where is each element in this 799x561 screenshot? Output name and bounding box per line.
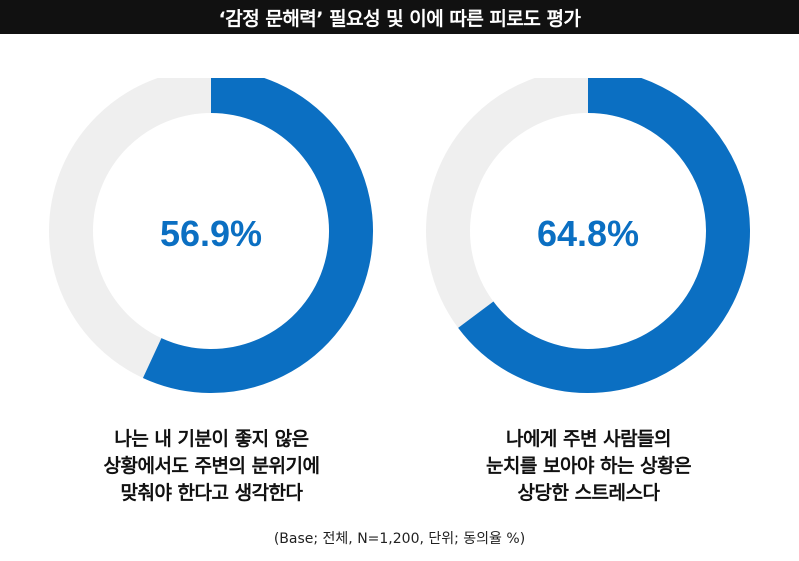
donut-caption-1: 나는 내 기분이 좋지 않은 상황에서도 주변의 분위기에 맞춰야 한다고 생각… [12,426,411,507]
caption-line: 나는 내 기분이 좋지 않은 [114,428,309,450]
donut-value-arc-2 [458,78,750,393]
donut-caption-2: 나에게 주변 사람들의 눈치를 보아야 하는 상황은 상당한 스트레스다 [389,426,788,507]
caption-line: 맞춰야 한다고 생각한다 [120,482,303,504]
donut-chart-2: 64.8% 나에게 주변 사람들의 눈치를 보아야 하는 상황은 상당한 스트레… [389,68,788,504]
donut-svg-1: 56.9% [49,78,373,393]
caption-line: 상황에서도 주변의 분위기에 [103,455,321,477]
donut-value-arc-1 [142,78,373,393]
caption-line: 나에게 주변 사람들의 [505,428,672,450]
donut-svg-2: 64.8% [426,78,750,393]
caption-line: 눈치를 보아야 하는 상황은 [485,455,692,477]
chart-title: ‘감정 문해력’ 필요성 및 이에 따른 피로도 평가 [0,0,799,34]
caption-line: 상당한 스트레스다 [517,482,660,504]
donut-value-label-2: 64.8% [537,213,639,254]
donut-chart-1: 56.9% 나는 내 기분이 좋지 않은 상황에서도 주변의 분위기에 맞춰야 … [12,68,411,504]
footnote: (Base; 전체, N=1,200, 단위; 동의율 %) [273,531,526,547]
donut-value-label-1: 56.9% [160,213,262,254]
